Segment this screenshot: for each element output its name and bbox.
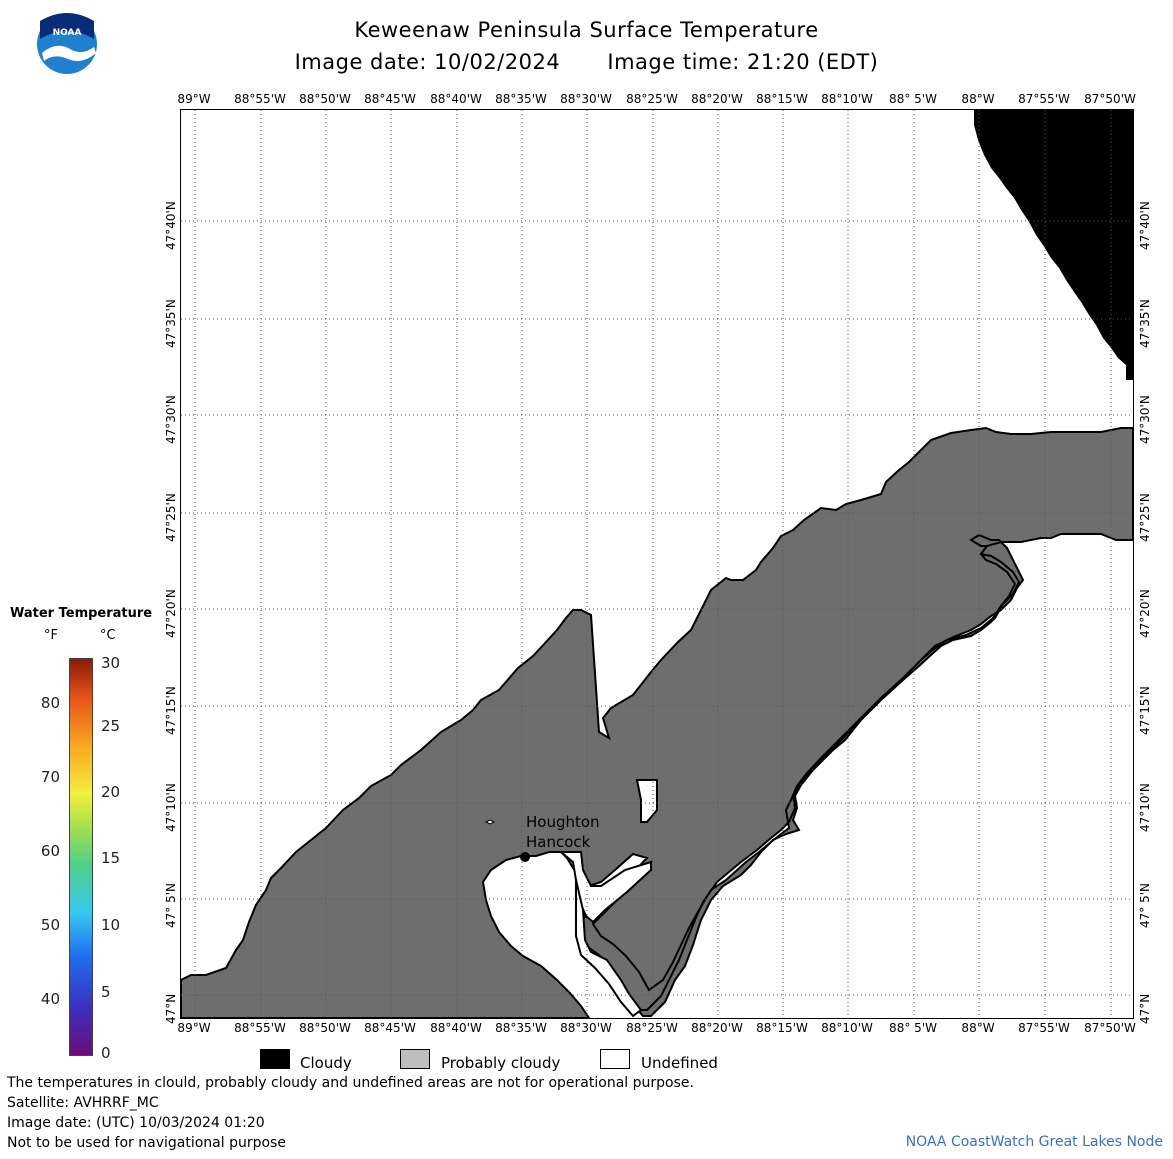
lon-label-bottom: 88°55'W [234, 1021, 286, 1035]
fahrenheit-tick: 80 [40, 694, 60, 712]
credit-link[interactable]: NOAA CoastWatch Great Lakes Node [905, 1134, 1163, 1150]
fahrenheit-tick: 40 [40, 990, 60, 1008]
lon-label-top: 88°35'W [495, 92, 547, 106]
hancock-label: Hancock [526, 833, 591, 851]
lon-label-top: 88°20'W [691, 92, 743, 106]
fahrenheit-tick: 50 [40, 916, 60, 934]
lat-label-left: 47°20'N [164, 589, 178, 638]
lat-label-left: 47°N [164, 993, 178, 1024]
lon-label-bottom: 87°55'W [1018, 1021, 1070, 1035]
celsius-tick: 5 [101, 983, 111, 1001]
disclaimer-text: The temperatures in clould, probably clo… [7, 1075, 694, 1091]
portage-waterway [635, 779, 658, 823]
lon-label-top: 87°55'W [1018, 92, 1070, 106]
lat-label-left: 47°15'N [164, 686, 178, 735]
probably-cloudy-swatch [400, 1049, 430, 1069]
lat-label-left: 47°10'N [164, 783, 178, 832]
probably-cloudy-label: Probably cloudy [441, 1054, 561, 1072]
celsius-tick: 0 [101, 1044, 111, 1062]
satellite-text: Satellite: AVHRRF_MC [7, 1095, 159, 1111]
fahrenheit-tick: 60 [40, 842, 60, 860]
navigation-warning: Not to be used for navigational purpose [7, 1135, 286, 1151]
unit-celsius: °C [100, 628, 116, 643]
lat-label-left: 47°40'N [164, 201, 178, 250]
lon-label-bottom: 88°45'W [364, 1021, 416, 1035]
lat-label-left: 47° 5'N [164, 883, 178, 928]
lat-label-right: 47°25'N [1138, 493, 1152, 542]
legend-title: Water Temperature [10, 606, 153, 621]
lon-label-top: 88° 5'W [889, 92, 937, 106]
houghton-label: Houghton [526, 813, 600, 831]
map-panel: Houghton Hancock [180, 109, 1134, 1019]
celsius-tick: 20 [101, 783, 121, 801]
lon-label-top: 88°55'W [234, 92, 286, 106]
lon-label-top: 88°50'W [299, 92, 351, 106]
unit-fahrenheit: °F [44, 628, 58, 643]
undefined-label: Undefined [641, 1054, 718, 1072]
graticule [181, 110, 1133, 1018]
map-canvas: Houghton Hancock [181, 110, 1133, 1018]
lon-label-bottom: 88°35'W [495, 1021, 547, 1035]
lon-label-top: 88°25'W [626, 92, 678, 106]
houghton-hancock-marker [520, 852, 530, 862]
page-title: Keweenaw Peninsula Surface Temperature [354, 18, 819, 42]
temperature-colorbar [69, 658, 93, 1056]
lon-label-bottom: 88°50'W [299, 1021, 351, 1035]
utc-date-text: Image date: (UTC) 10/03/2024 01:20 [7, 1115, 265, 1131]
lat-label-right: 47°20'N [1138, 589, 1152, 638]
lon-label-bottom: 88°15'W [756, 1021, 808, 1035]
lat-label-right: 47° 5'N [1138, 883, 1152, 928]
lon-label-bottom: 88°40'W [430, 1021, 482, 1035]
lon-label-top: 87°50'W [1084, 92, 1136, 106]
noaa-logo-icon: NOAA [37, 13, 97, 74]
lon-label-top: 88°10'W [821, 92, 873, 106]
lat-label-right: 47°15'N [1138, 686, 1152, 735]
fahrenheit-tick: 70 [40, 768, 60, 786]
image-date: Image date: 10/02/2024 [294, 50, 561, 74]
lon-label-top: 88°15'W [756, 92, 808, 106]
lon-label-top: 89°W [177, 92, 211, 106]
lon-label-top: 88°45'W [364, 92, 416, 106]
image-datetime: Image date: 10/02/2024 Image time: 21:20… [0, 50, 1173, 74]
celsius-tick: 10 [101, 916, 121, 934]
lat-label-left: 47°25'N [164, 493, 178, 542]
lon-label-bottom: 88°30'W [560, 1021, 612, 1035]
image-time: Image time: 21:20 (EDT) [607, 50, 879, 74]
lon-label-top: 88°40'W [430, 92, 482, 106]
lon-label-bottom: 88°25'W [626, 1021, 678, 1035]
lon-label-bottom: 88° 5'W [889, 1021, 937, 1035]
cloudy-area [974, 110, 1133, 380]
lat-label-left: 47°35'N [164, 299, 178, 348]
logo-text: NOAA [53, 28, 82, 38]
lon-label-top: 88°W [961, 92, 995, 106]
lat-label-right: 47°35'N [1138, 299, 1152, 348]
small-island [484, 819, 496, 825]
canal-south [575, 879, 643, 1018]
cloudy-label: Cloudy [300, 1054, 352, 1072]
lat-label-right: 47°N [1138, 993, 1152, 1024]
undefined-swatch [600, 1049, 630, 1069]
lon-label-top: 88°30'W [560, 92, 612, 106]
lat-label-left: 47°30'N [164, 395, 178, 444]
celsius-tick: 25 [101, 717, 121, 735]
lat-label-right: 47°10'N [1138, 783, 1152, 832]
lon-label-bottom: 88°10'W [821, 1021, 873, 1035]
lon-label-bottom: 88°20'W [691, 1021, 743, 1035]
lon-label-bottom: 89°W [177, 1021, 211, 1035]
celsius-tick: 30 [101, 654, 121, 672]
celsius-tick: 15 [101, 849, 121, 867]
lon-label-bottom: 87°50'W [1084, 1021, 1136, 1035]
lat-label-right: 47°30'N [1138, 395, 1152, 444]
cloudy-swatch [260, 1049, 290, 1069]
lon-label-bottom: 88°W [961, 1021, 995, 1035]
lat-label-right: 47°40'N [1138, 201, 1152, 250]
